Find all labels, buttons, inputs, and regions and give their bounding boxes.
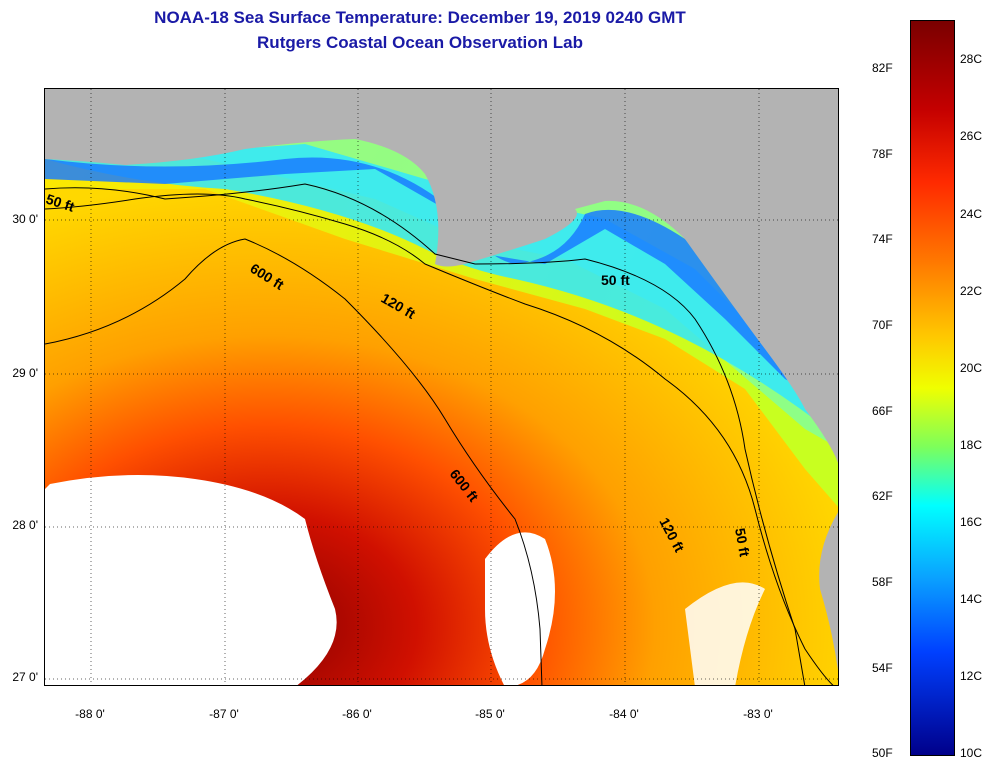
sst-map: 50 ft 50 ft 50 ft 120 ft 120 ft 600 ft 6… (44, 88, 839, 686)
lat-label-28: 28 0' (12, 518, 38, 532)
colorbar-f-label: 54F (872, 661, 893, 675)
colorbar-c-label: 14C (960, 592, 983, 606)
colorbar-f-label: 50F (872, 746, 893, 760)
lon-label-88: -88 0' (75, 707, 105, 721)
lat-label-30: 30 0' (12, 212, 38, 226)
colorbar-c-label: 20C (960, 361, 983, 375)
map-subtitle: Rutgers Coastal Ocean Observation Lab (257, 33, 583, 52)
colorbar-f-label: 74F (872, 232, 893, 246)
lon-label-86: -86 0' (342, 707, 372, 721)
lon-label-84: -84 0' (609, 707, 639, 721)
colorbar-c-label: 24C (960, 207, 983, 221)
contour-label-50ft-east: 50 ft (601, 272, 630, 288)
sst-map-svg: 50 ft 50 ft 50 ft 120 ft 120 ft 600 ft 6… (45, 89, 838, 685)
temperature-colorbar (910, 20, 955, 756)
colorbar-f-label: 78F (872, 147, 893, 161)
lat-label-27: 27 0' (12, 670, 38, 684)
grid-lines (45, 89, 838, 685)
colorbar-f-label: 70F (872, 318, 893, 332)
colorbar-c-label: 12C (960, 669, 983, 683)
land-mass-south (819, 512, 838, 671)
colorbar-f-label: 58F (872, 575, 893, 589)
colorbar-c-label: 26C (960, 129, 983, 143)
colorbar-c-label: 22C (960, 284, 983, 298)
colorbar-f-label: 66F (872, 404, 893, 418)
map-title: NOAA-18 Sea Surface Temperature: Decembe… (154, 8, 686, 27)
lon-label-87: -87 0' (209, 707, 239, 721)
depth-contours (45, 183, 834, 685)
colorbar-f-label: 82F (872, 61, 893, 75)
coldest-water (45, 157, 838, 408)
colorbar-c-label: 28C (960, 52, 983, 66)
cloud-cover (45, 475, 765, 685)
colorbar-c-label: 18C (960, 438, 983, 452)
lon-label-83: -83 0' (743, 707, 773, 721)
colorbar-c-label: 10C (960, 746, 983, 760)
contour-label-50ft-south: 50 ft (732, 527, 753, 558)
colorbar-c-label: 16C (960, 515, 983, 529)
land-mass (45, 89, 838, 463)
lon-label-85: -85 0' (475, 707, 505, 721)
colorbar-f-label: 62F (872, 489, 893, 503)
lat-label-29: 29 0' (12, 366, 38, 380)
